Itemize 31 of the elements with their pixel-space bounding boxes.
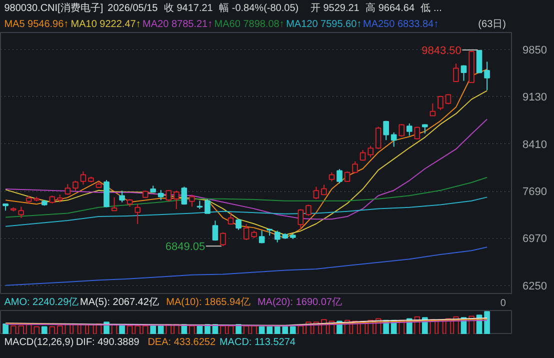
y-tick-label: 9130 bbox=[522, 92, 547, 104]
chart-title: 980030.CNI[消费电子] bbox=[4, 2, 104, 14]
y-tick-label: 9850 bbox=[522, 44, 547, 57]
text: MA250 6833.84↑ bbox=[362, 19, 439, 30]
text: MACD: 113.5274 bbox=[219, 337, 296, 348]
annotation: 9843.50 bbox=[422, 44, 462, 57]
series-label: MA(10): 1865.94亿 bbox=[166, 297, 251, 308]
text: 低 ... bbox=[420, 3, 442, 14]
text: 高 9664.64 bbox=[366, 2, 415, 14]
annotation: 6849.05 bbox=[165, 241, 206, 254]
text: 幅 -0.84%(-80.05) bbox=[219, 2, 299, 14]
text: (63日) bbox=[478, 19, 506, 30]
text: 开 9529.21 bbox=[310, 3, 360, 14]
y-tick-label: 6970 bbox=[522, 233, 547, 246]
y-tick-label: 8410 bbox=[522, 138, 547, 151]
series-label: AMO: 2240.29亿 bbox=[4, 297, 79, 308]
text: MACD(12,26,9) bbox=[4, 337, 74, 348]
text: MA20 8785.21↑ bbox=[142, 19, 213, 30]
y-tick-label: 6250 bbox=[522, 280, 547, 292]
text: MA60 7898.08↑ bbox=[214, 19, 284, 30]
chart-subtitle: 2026/05/15 bbox=[108, 3, 158, 14]
text: 收 9417.21 bbox=[164, 3, 214, 14]
text: MA120 7595.60↑ bbox=[286, 19, 362, 30]
y-tick-label: 7690 bbox=[522, 186, 547, 198]
text: MA5 9546.96↑ bbox=[4, 19, 69, 30]
text: DEA: 433.6252 bbox=[148, 337, 216, 348]
text: 0 bbox=[500, 298, 506, 309]
series-label: MA(20): 1690.07亿 bbox=[257, 297, 342, 308]
text: DIF: 490.3889 bbox=[76, 337, 140, 348]
text: MA10 9222.47↑ bbox=[70, 19, 141, 30]
series-label: MA(5): 2067.42亿 bbox=[80, 297, 159, 308]
